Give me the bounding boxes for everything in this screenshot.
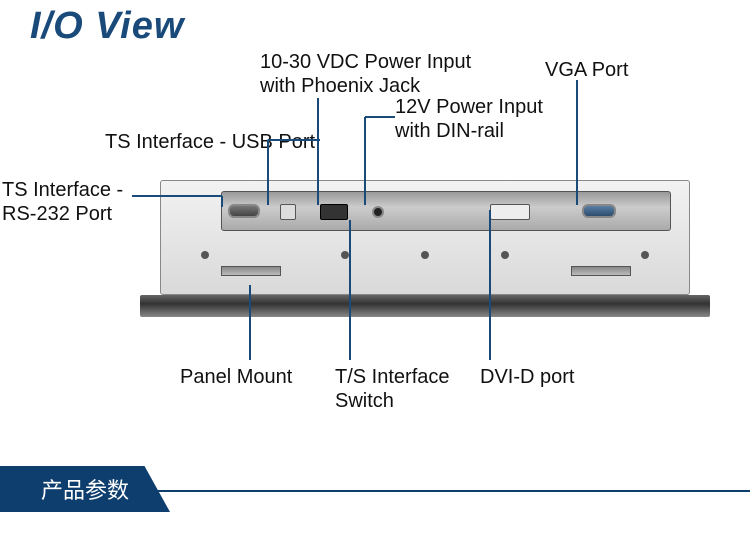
vga-port-icon (582, 204, 616, 218)
din-jack-icon (372, 206, 384, 218)
callout-line-segment (249, 285, 251, 360)
section-banner-label: 产品参数 (41, 473, 129, 505)
device-port-panel (221, 191, 671, 231)
callout-label-din: 12V Power Input with DIN-rail (395, 95, 543, 143)
screw-hole-icon (201, 251, 209, 259)
callout-line-segment (364, 117, 366, 205)
callout-line-segment (268, 139, 320, 141)
callout-line-segment (349, 220, 351, 360)
screw-hole-icon (341, 251, 349, 259)
callout-label-rs232: TS Interface - RS-232 Port (2, 178, 123, 226)
callout-line-segment (365, 116, 395, 118)
page-title: I/O View (30, 5, 184, 48)
device-base (140, 295, 710, 317)
callout-line-segment (489, 210, 491, 360)
phoenix-port-icon (320, 204, 348, 220)
device-chassis (160, 180, 690, 295)
screw-hole-icon (501, 251, 509, 259)
dvi-port-icon (490, 204, 530, 220)
callout-label-ts-switch: T/S Interface Switch (335, 365, 450, 413)
callout-label-vga: VGA Port (545, 58, 628, 82)
section-banner: 产品参数 (0, 466, 170, 512)
callout-label-dvi: DVI-D port (480, 365, 574, 389)
callout-line-segment (221, 196, 223, 207)
callout-label-phoenix: 10-30 VDC Power Input with Phoenix Jack (260, 50, 471, 98)
callout-label-usb: TS Interface - USB Port (105, 130, 315, 154)
screw-hole-icon (641, 251, 649, 259)
callout-line-segment (267, 140, 269, 205)
callout-line-segment (576, 80, 578, 205)
callout-label-panelmount: Panel Mount (180, 365, 292, 389)
screw-hole-icon (421, 251, 429, 259)
callout-line-segment (317, 98, 319, 205)
rs232-port-icon (228, 204, 260, 218)
panel-mount-slot-icon (221, 266, 281, 276)
device-body (140, 180, 710, 320)
usb-port-icon (280, 204, 296, 220)
panel-mount-slot-icon (571, 266, 631, 276)
callout-line-segment (132, 195, 222, 197)
